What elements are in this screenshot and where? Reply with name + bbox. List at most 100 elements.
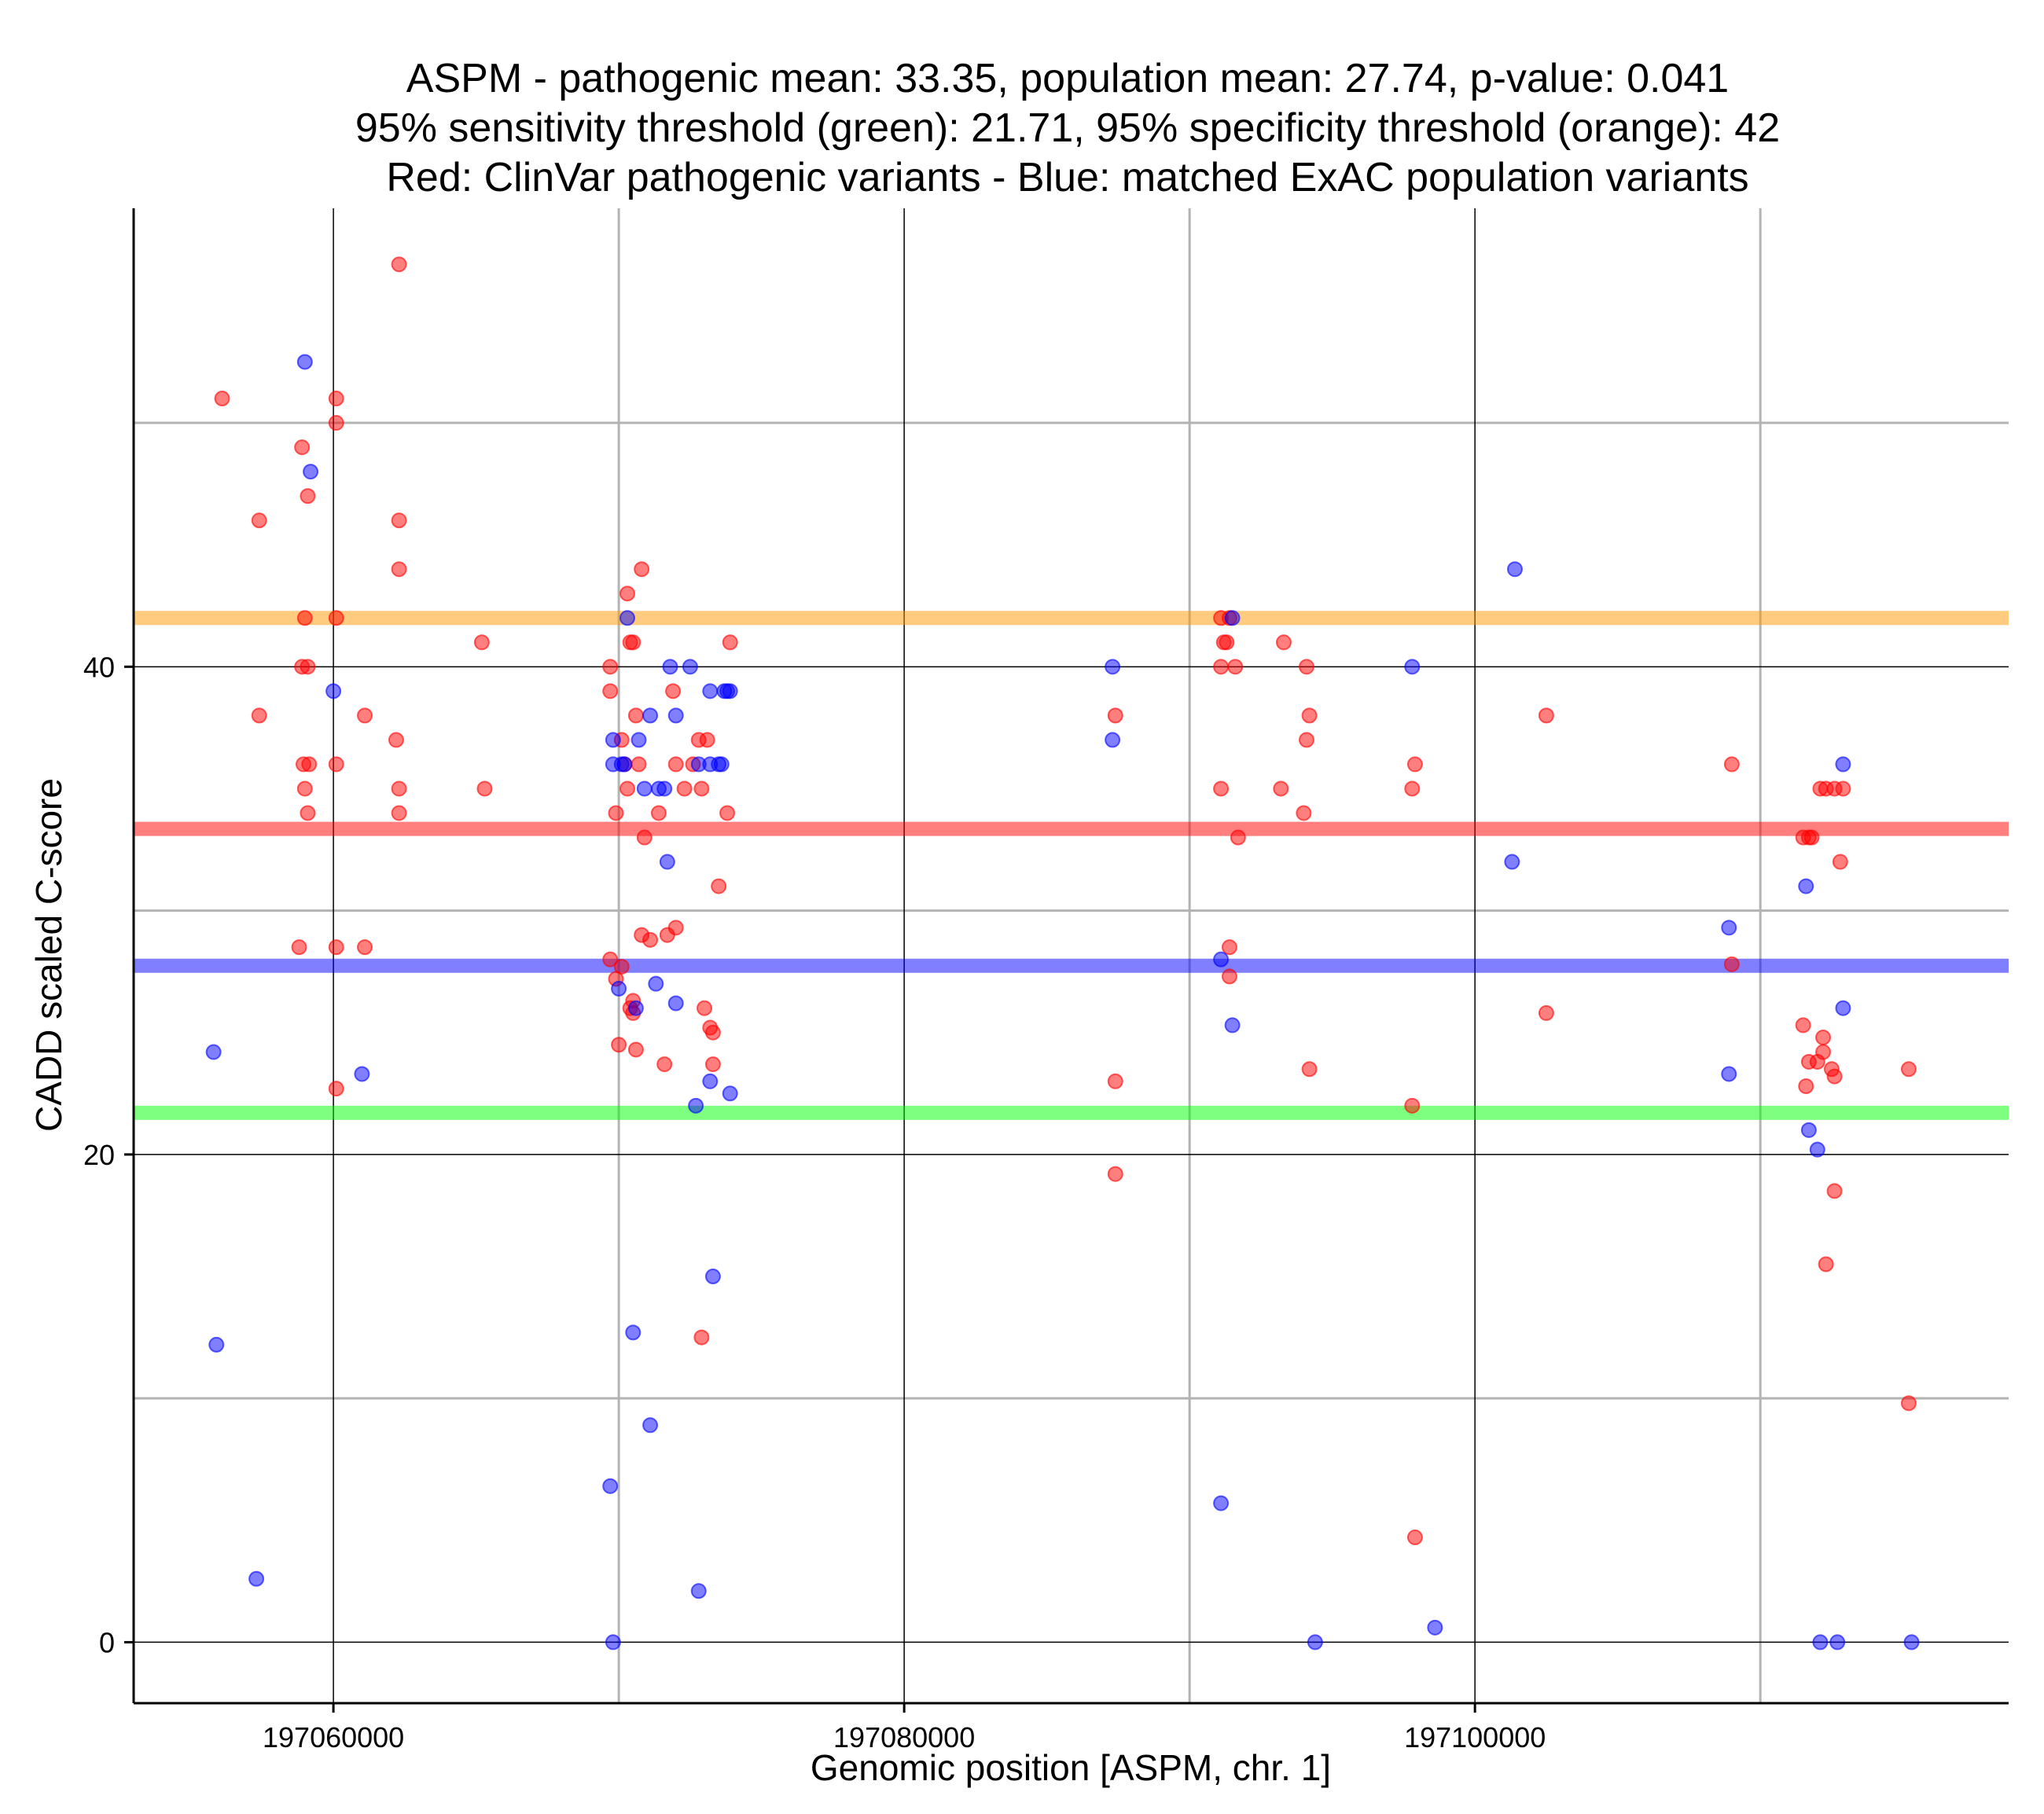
data-point bbox=[296, 610, 313, 626]
data-point bbox=[1213, 1495, 1230, 1511]
data-point bbox=[713, 756, 730, 773]
data-point bbox=[627, 1000, 644, 1016]
data-point bbox=[328, 1081, 344, 1097]
title-line-3: Red: ClinVar pathogenic variants - Blue:… bbox=[386, 155, 1748, 200]
data-point bbox=[1835, 780, 1851, 797]
data-point bbox=[1301, 707, 1318, 724]
data-point bbox=[642, 707, 659, 724]
data-point bbox=[1835, 1000, 1851, 1016]
data-point bbox=[328, 756, 344, 773]
data-point bbox=[1800, 1053, 1817, 1070]
data-point bbox=[627, 707, 644, 724]
data-point bbox=[619, 610, 636, 626]
series-population bbox=[205, 354, 1920, 1651]
data-point bbox=[1826, 1183, 1843, 1199]
data-point bbox=[1107, 1166, 1123, 1182]
data-points bbox=[205, 256, 1920, 1651]
data-point bbox=[630, 732, 647, 748]
data-point bbox=[662, 659, 678, 675]
x-tick-label: 197100000 bbox=[1404, 1721, 1546, 1753]
data-point bbox=[1224, 1017, 1241, 1034]
data-point bbox=[625, 1324, 642, 1341]
data-point bbox=[357, 707, 373, 724]
x-tick-label: 197060000 bbox=[263, 1721, 404, 1753]
data-point bbox=[722, 1085, 738, 1102]
data-point bbox=[667, 707, 684, 724]
data-point bbox=[294, 439, 311, 456]
data-point bbox=[1506, 561, 1523, 578]
data-point bbox=[388, 732, 404, 748]
data-point bbox=[251, 512, 267, 529]
data-point bbox=[1812, 1634, 1829, 1651]
data-point bbox=[1221, 968, 1237, 985]
threshold-lines bbox=[134, 611, 2009, 1120]
data-point bbox=[636, 829, 653, 846]
data-point bbox=[328, 415, 344, 431]
data-point bbox=[300, 659, 316, 675]
data-point bbox=[656, 780, 673, 797]
data-point bbox=[1298, 732, 1314, 748]
data-point bbox=[719, 805, 736, 821]
data-point bbox=[605, 1634, 621, 1651]
data-point bbox=[1105, 732, 1121, 748]
data-point bbox=[1900, 1061, 1917, 1078]
data-point bbox=[1107, 1073, 1123, 1089]
data-point bbox=[328, 939, 344, 956]
data-point bbox=[208, 1336, 225, 1353]
data-point bbox=[602, 683, 619, 700]
data-point bbox=[325, 683, 342, 700]
data-point bbox=[1835, 756, 1851, 773]
data-point bbox=[1296, 805, 1312, 821]
data-point bbox=[1723, 956, 1740, 972]
data-point bbox=[667, 995, 684, 1012]
data-point bbox=[1803, 829, 1820, 846]
data-point bbox=[667, 756, 684, 773]
data-point bbox=[636, 780, 653, 797]
data-point bbox=[693, 780, 710, 797]
data-point bbox=[1221, 939, 1237, 956]
data-point bbox=[296, 780, 313, 797]
data-point bbox=[1298, 659, 1314, 675]
data-point bbox=[1832, 854, 1848, 870]
data-point bbox=[1213, 951, 1230, 968]
data-point bbox=[682, 659, 698, 675]
y-tick-label: 0 bbox=[99, 1626, 115, 1658]
data-point bbox=[634, 561, 650, 578]
data-point bbox=[676, 780, 693, 797]
data-point bbox=[328, 391, 344, 407]
data-point bbox=[690, 1583, 707, 1599]
data-point bbox=[1721, 1066, 1737, 1082]
data-point bbox=[1224, 610, 1241, 626]
data-point bbox=[1107, 707, 1123, 724]
data-point bbox=[697, 1000, 713, 1016]
data-point bbox=[1723, 756, 1740, 773]
data-point bbox=[648, 975, 664, 992]
title-line-1: ASPM - pathogenic mean: 33.35, populatio… bbox=[406, 56, 1729, 101]
data-point bbox=[1800, 1122, 1817, 1138]
x-tick-label: 197080000 bbox=[833, 1721, 975, 1753]
data-point bbox=[611, 1037, 627, 1053]
data-point bbox=[1818, 1256, 1834, 1272]
axis-ticks: 197060000 197080000 197100000 0 20 40 bbox=[83, 651, 1546, 1753]
data-point bbox=[1815, 1029, 1832, 1045]
data-point bbox=[630, 756, 647, 773]
data-point bbox=[214, 391, 230, 407]
data-point bbox=[619, 780, 636, 797]
data-point bbox=[1903, 1634, 1920, 1651]
data-point bbox=[602, 1478, 619, 1494]
data-point bbox=[1213, 659, 1230, 675]
data-point bbox=[391, 256, 407, 273]
data-point bbox=[1227, 659, 1244, 675]
data-point bbox=[613, 958, 630, 975]
data-point bbox=[1406, 1529, 1423, 1546]
data-point bbox=[1798, 878, 1814, 894]
data-point bbox=[1404, 659, 1421, 675]
data-point bbox=[1815, 1044, 1832, 1060]
data-point bbox=[656, 1056, 673, 1073]
data-point bbox=[1230, 829, 1246, 846]
data-point bbox=[1213, 780, 1230, 797]
data-point bbox=[301, 756, 318, 773]
series-pathogenic bbox=[214, 256, 1917, 1546]
